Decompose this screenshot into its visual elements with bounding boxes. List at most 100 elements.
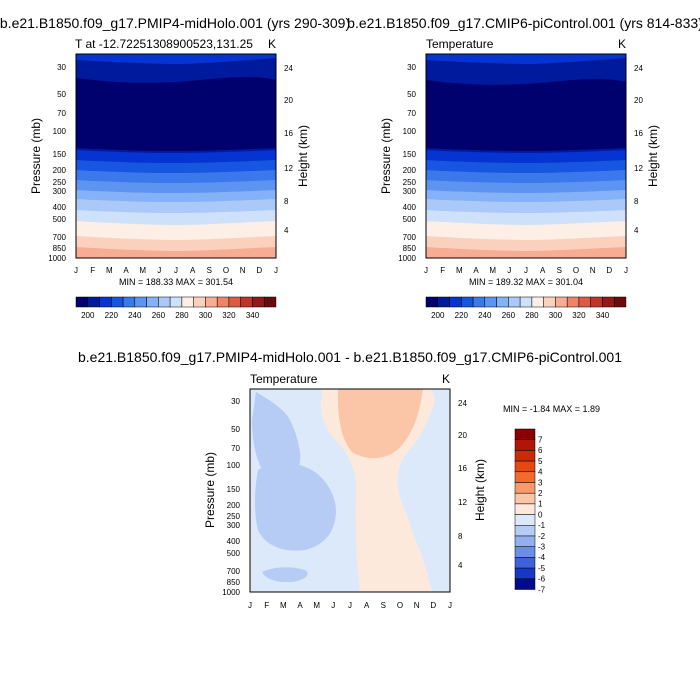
panel-3-colorbar: 7 6 5 4 3 2 1 0 -1 -2 -3 -4 -5 -6 -7 [514,428,546,594]
colorbar-label: 5 [538,457,543,466]
panel-3-subtitle-right: K [442,372,450,386]
x-tick-label: A [190,266,196,275]
colorbar-label: 0 [538,510,543,519]
y-right-tick-label: 20 [458,431,467,440]
y-tick-label: 200 [403,166,417,175]
colorbar-label: 340 [596,311,610,320]
y-tick-label: 100 [53,127,67,136]
colorbar-swatch [602,296,615,308]
panel-1-subtitle-left: T at -12.72251308900523,131.25 [75,37,253,51]
x-tick-label: F [264,601,269,610]
y-tick-label: 850 [53,244,67,253]
panel-3-subtitle-left: Temperature [250,372,318,386]
colorbar-label: 280 [525,311,539,320]
colorbar-swatch [216,296,230,308]
colorbar-swatch [514,428,536,440]
y-tick-label: 500 [403,215,417,224]
region-minus1-to-minus2-upper [252,392,301,482]
y-tick-label: 150 [53,150,67,159]
y-tick-label: 30 [407,63,416,72]
colorbar-swatch [425,296,439,308]
y-tick-label: 200 [53,166,67,175]
colorbar-label: -2 [538,532,546,541]
colorbar-swatch [158,296,171,308]
x-tick-label: A [364,601,370,610]
panel-3-ylabel: Pressure (mb) [203,452,217,528]
region-blue-notch-right [430,389,450,480]
panel-1-contour [76,54,276,258]
colorbar-swatch [514,503,536,515]
colorbar-swatch [514,471,536,483]
y-tick-label: 100 [403,127,417,136]
y-tick-label: 500 [227,549,241,558]
y-tick-label: 250 [53,178,67,187]
y-right-tick-label: 12 [284,164,293,173]
panel-1-xticks: J F M A M J J A S O N D J [74,266,278,275]
colorbar-swatch [146,296,159,308]
colorbar-swatch [75,296,89,308]
colorbar-label: -5 [538,564,546,573]
y-tick-label: 300 [227,521,241,530]
x-tick-label: M [456,266,463,275]
x-tick-label: A [123,266,129,275]
colorbar-swatch [514,439,536,451]
y-tick-label: 70 [57,109,66,118]
x-tick-label: N [240,266,246,275]
y-tick-label: 150 [227,485,241,494]
x-tick-label: J [248,601,252,610]
colorbar-swatch [514,578,536,590]
colorbar-swatch [111,296,124,308]
y-tick-label: 250 [227,512,241,521]
panel-2-ylabel: Pressure (mb) [379,118,393,194]
panel-3-contour [250,389,450,592]
colorbar-swatch [169,296,183,308]
y-tick-label: 850 [227,578,241,587]
colorbar-swatch [514,492,536,505]
colorbar-label: 300 [549,311,563,320]
x-tick-label: D [256,266,262,275]
x-tick-label: J [74,266,78,275]
colorbar-label: 260 [152,311,166,320]
x-tick-label: A [297,601,303,610]
x-tick-label: J [348,601,352,610]
colorbar-swatch [590,296,603,308]
panel-1-yticks-right: 24 20 16 12 8 4 [284,64,293,235]
panel-3-yticks-right: 24 20 16 12 8 4 [458,399,467,570]
x-tick-label: J [524,266,528,275]
colorbar-label: 300 [199,311,213,320]
y-right-tick-label: 4 [634,226,639,235]
panel-1-minmax: MIN = 188.33 MAX = 301.54 [119,277,233,287]
colorbar-label: 200 [431,311,445,320]
colorbar-label: 200 [81,311,95,320]
y-tick-label: 700 [403,233,417,242]
y-tick-label: 70 [407,109,416,118]
panel-3-yticks: 30 50 70 100 150 200 250 300 400 500 700… [222,397,240,597]
colorbar-swatch [484,296,497,308]
colorbar-label: -6 [538,575,546,584]
panel-1-title: b.e21.B1850.f09_g17.PMIP4-midHolo.001 (y… [0,15,350,31]
x-tick-label: A [540,266,546,275]
y-tick-label: 500 [53,215,67,224]
x-tick-label: M [489,266,496,275]
x-tick-label: J [274,266,278,275]
y-right-tick-label: 12 [458,498,467,507]
colorbar-swatch [134,296,147,308]
y-right-tick-label: 4 [458,561,463,570]
panel-2-frame [425,53,627,259]
colorbar-label: 240 [128,311,142,320]
colorbar-swatch [472,296,486,308]
colorbar-swatch [252,296,265,308]
y-tick-label: 300 [403,187,417,196]
colorbar-label: 320 [222,311,236,320]
panel-1-yticks: 30 50 70 100 150 200 250 300 400 500 700… [48,63,66,263]
y-right-tick-label: 20 [634,96,643,105]
panel-3: b.e21.B1850.f09_g17.PMIP4-midHolo.001 - … [78,349,622,610]
panel-2-yticks-right: 24 20 16 12 8 4 [634,64,643,235]
y-tick-label: 400 [403,203,417,212]
y-tick-label: 850 [403,244,417,253]
colorbar-swatch [514,535,536,547]
colorbar-swatch [531,296,544,308]
colorbar-label: 220 [105,311,119,320]
x-tick-label: J [507,266,511,275]
